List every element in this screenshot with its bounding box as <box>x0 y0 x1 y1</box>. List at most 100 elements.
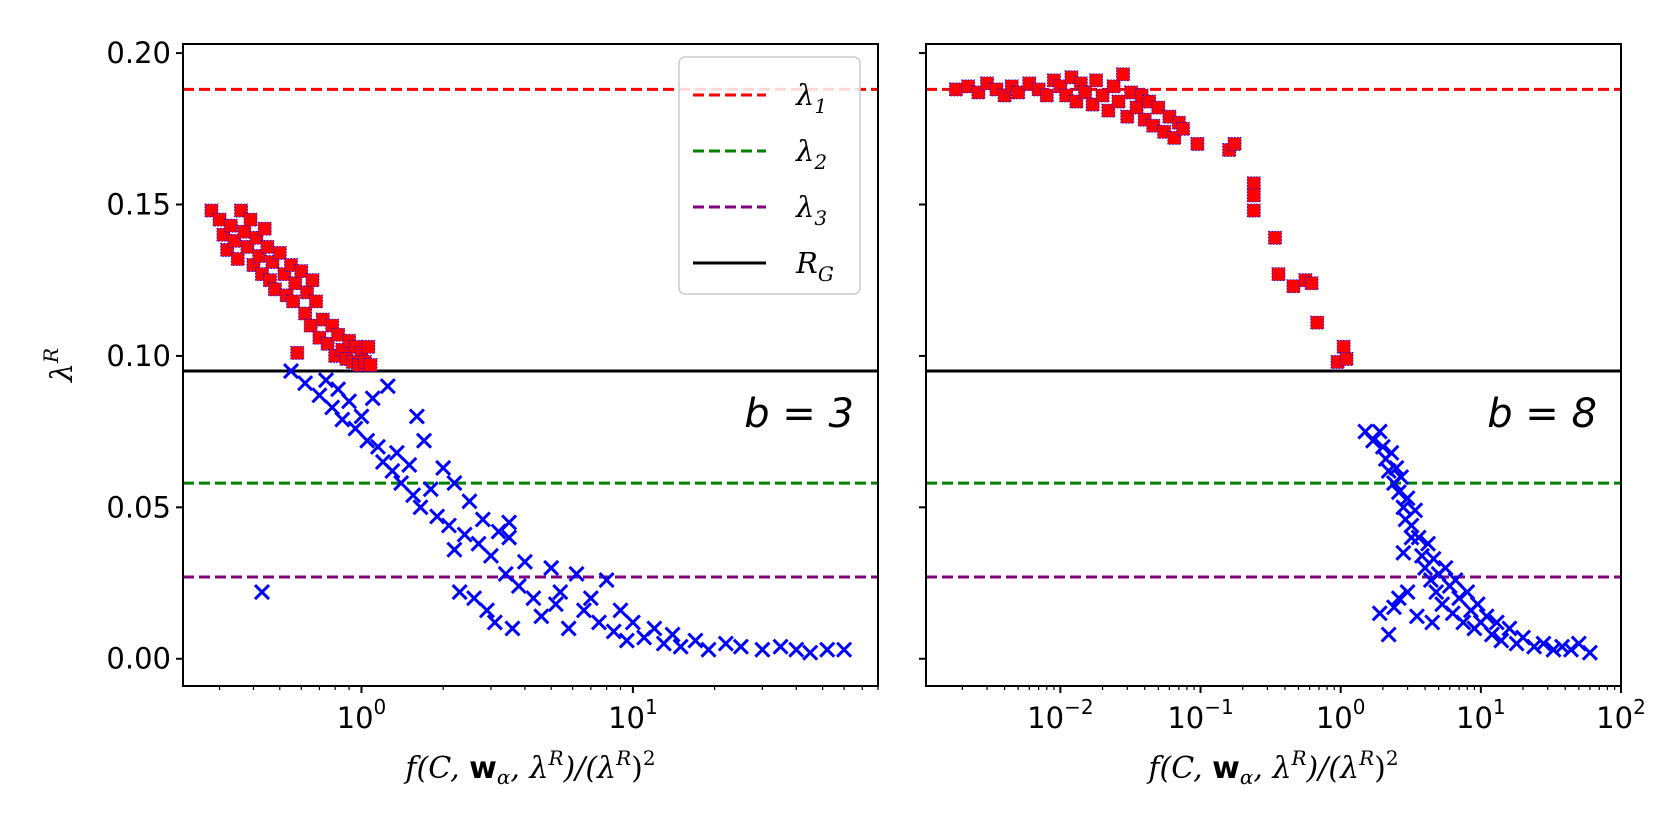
point-x <box>401 456 418 473</box>
point-x <box>1407 502 1424 519</box>
point-x <box>482 547 500 564</box>
point-x <box>408 408 425 425</box>
point-x <box>624 614 641 631</box>
point-x <box>582 590 599 607</box>
axes-frame <box>182 43 879 687</box>
point-x <box>568 565 585 583</box>
point-x <box>422 481 439 498</box>
point-x <box>547 596 564 613</box>
point-x <box>456 526 473 543</box>
point-square <box>320 336 335 351</box>
point-x <box>772 638 789 655</box>
point-x <box>1581 644 1598 661</box>
point-x <box>1380 626 1397 643</box>
point-x <box>1545 641 1562 658</box>
point-x <box>486 614 503 631</box>
point-x <box>590 614 608 631</box>
x-axis-label: f(C, wα, λR)/(λR)2 <box>1146 746 1398 789</box>
point-square <box>1286 279 1301 294</box>
point-x <box>700 641 717 658</box>
point-square <box>309 294 323 309</box>
x-tick-label: 10−1 <box>1167 695 1233 735</box>
point-square <box>260 239 275 254</box>
point-x <box>788 641 805 658</box>
point-x <box>717 635 734 652</box>
point-square <box>1101 103 1116 118</box>
legend-label: RG <box>795 246 834 286</box>
point-square <box>1268 230 1282 245</box>
point-x <box>1390 484 1407 501</box>
point-x <box>359 432 376 449</box>
point-square <box>1089 73 1104 88</box>
plot-area <box>926 67 1621 661</box>
point-x <box>347 420 364 437</box>
point-x <box>1399 490 1416 507</box>
point-x <box>353 408 370 425</box>
point-x <box>504 620 521 637</box>
point-x <box>466 590 483 607</box>
point-x <box>311 387 328 404</box>
point-x <box>1390 590 1407 607</box>
point-x <box>1393 468 1410 486</box>
point-x <box>379 378 396 395</box>
point-x <box>478 602 496 619</box>
point-x <box>393 475 410 492</box>
legend-label: λ1 <box>795 78 827 118</box>
point-x <box>1395 544 1412 561</box>
point-x <box>1388 459 1405 477</box>
point-x <box>560 620 577 637</box>
point-x <box>501 514 518 531</box>
point-square <box>1176 121 1190 136</box>
panel-annotation: b = 8 <box>1487 391 1597 437</box>
point-x <box>664 626 681 643</box>
point-x <box>429 508 446 525</box>
point-x <box>575 602 592 619</box>
point-x <box>446 541 463 558</box>
y-axis-label: λR <box>39 348 80 383</box>
point-x <box>1371 605 1388 622</box>
point-x <box>1408 608 1426 625</box>
point-square <box>243 212 258 227</box>
point-square <box>257 221 272 236</box>
point-x <box>1526 638 1543 655</box>
point-x <box>1403 517 1420 534</box>
x-tick-label: 10−2 <box>1027 695 1093 735</box>
point-x <box>754 641 771 658</box>
y-tick-label: 0.00 <box>106 642 171 676</box>
y-tick-label: 0.20 <box>106 36 171 70</box>
point-square <box>363 358 378 372</box>
point-x <box>253 584 271 601</box>
point-square <box>1095 88 1110 103</box>
x-tick-label: 100 <box>337 695 387 735</box>
point-x <box>282 362 300 380</box>
point-x <box>297 375 314 392</box>
point-square <box>1039 88 1054 103</box>
point-x <box>1455 614 1472 631</box>
point-square <box>1151 100 1166 115</box>
point-x <box>1554 638 1571 655</box>
axes-frame <box>925 43 1622 687</box>
point-square <box>298 306 313 321</box>
point-square <box>1227 137 1242 151</box>
point-x <box>388 444 405 461</box>
point-square <box>286 294 301 309</box>
point-x <box>440 517 457 534</box>
point-x <box>516 553 533 570</box>
point-x <box>687 632 704 649</box>
point-square <box>1116 67 1130 82</box>
legend-label: λ3 <box>795 190 827 230</box>
point-x <box>470 535 487 552</box>
point-square <box>1190 137 1205 151</box>
point-square <box>303 318 318 333</box>
point-x <box>1374 438 1391 455</box>
point-x <box>618 632 635 649</box>
point-x <box>605 623 622 640</box>
point-x <box>1488 614 1505 631</box>
point-square <box>1129 100 1144 115</box>
point-x <box>435 459 452 477</box>
point-x <box>501 529 518 546</box>
legend-label: λ2 <box>795 134 827 174</box>
point-x <box>1428 584 1445 601</box>
panel-b8: 10−2 10−1 100 101 102 b = 8 f(C, wα, λR)/(λR)2 <box>919 43 1646 789</box>
point-x <box>1469 596 1486 613</box>
